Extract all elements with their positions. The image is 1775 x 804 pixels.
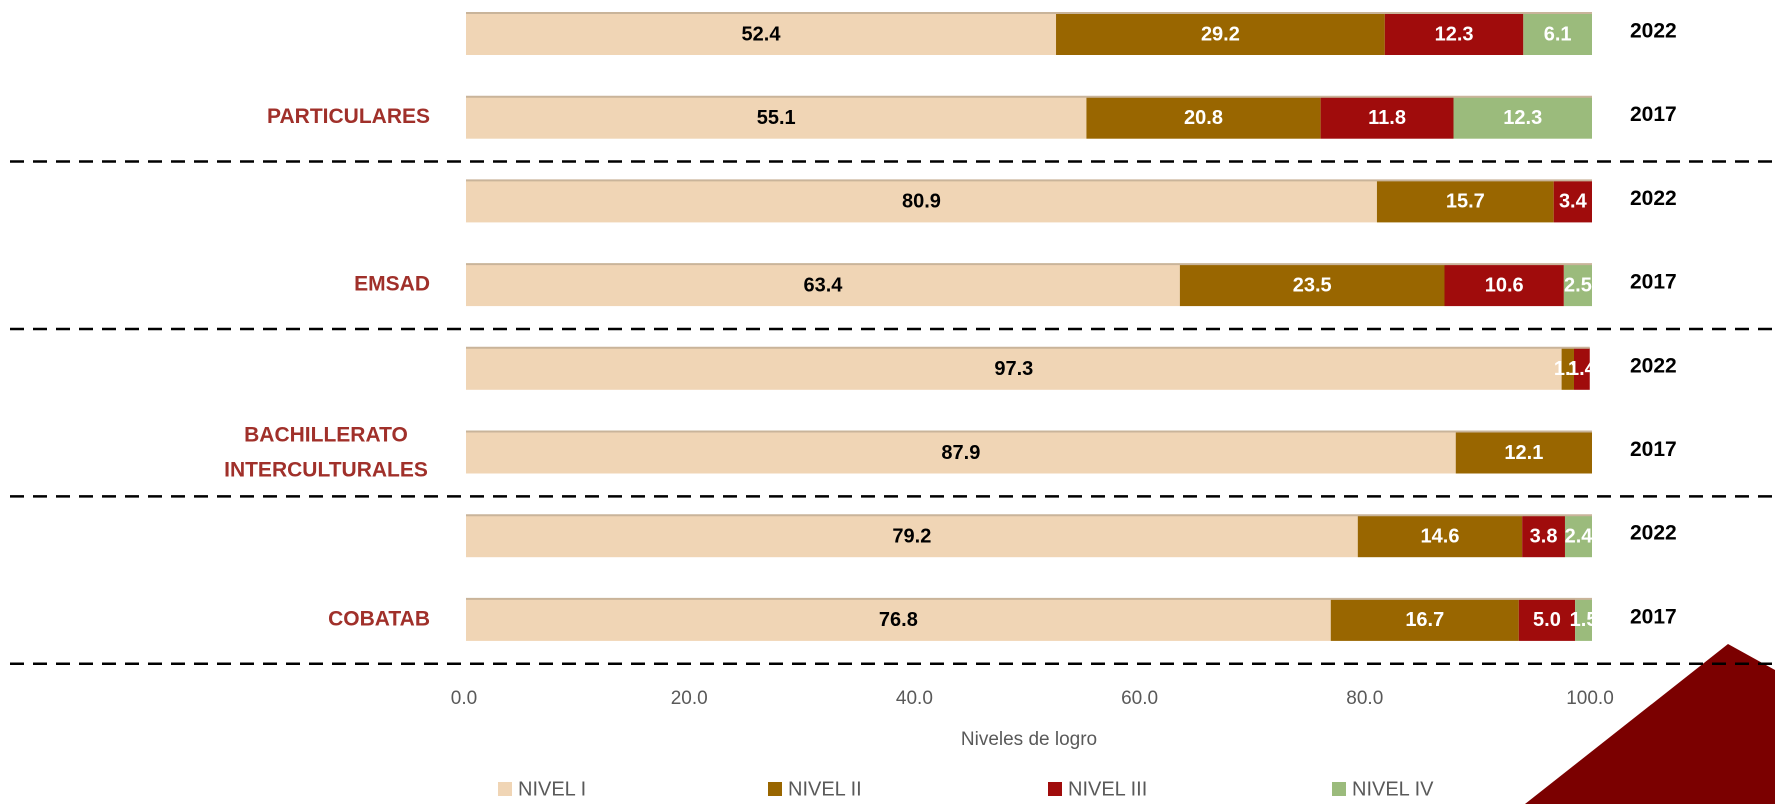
value-label: 52.4 xyxy=(742,23,782,45)
bar-segment xyxy=(1444,264,1564,307)
legend-label: NIVEL I xyxy=(518,778,586,800)
decoration xyxy=(1525,644,1775,804)
legend-swatch xyxy=(768,782,782,796)
bar-segment xyxy=(1384,13,1524,55)
bar-segment xyxy=(1086,96,1321,139)
bar-segment xyxy=(1320,96,1454,139)
legend-label: NIVEL IV xyxy=(1352,778,1434,800)
legend-swatch xyxy=(1332,782,1346,796)
group-label: EMSAD xyxy=(354,273,430,296)
bar-segment xyxy=(1561,347,1574,390)
bar-segment xyxy=(1553,180,1592,223)
value-label: 10.6 xyxy=(1485,274,1524,296)
value-label: 15.7 xyxy=(1446,191,1485,213)
bar-segment xyxy=(1522,515,1565,558)
category-label: 2022 xyxy=(1630,20,1677,43)
value-label: 14.6 xyxy=(1421,525,1460,547)
bar-segment xyxy=(1330,598,1519,641)
category-label: 2017 xyxy=(1630,438,1677,461)
value-label: 87.9 xyxy=(941,442,980,464)
bar-segment xyxy=(466,264,1180,307)
value-label: 55.1 xyxy=(757,107,796,129)
x-tick-label: 40.0 xyxy=(896,688,933,709)
x-axis-title: Niveles de logro xyxy=(961,729,1097,750)
value-label: 16.7 xyxy=(1405,609,1444,631)
bar-segment xyxy=(466,13,1057,55)
bar-segment xyxy=(1376,180,1554,223)
category-label: 2017 xyxy=(1630,605,1677,628)
value-label: 12.3 xyxy=(1435,23,1474,45)
x-tick-label: 80.0 xyxy=(1346,688,1383,709)
x-tick-label: 20.0 xyxy=(671,688,708,709)
value-label: 79.2 xyxy=(892,525,931,547)
category-label: 2022 xyxy=(1630,522,1677,545)
value-label: 20.8 xyxy=(1184,107,1223,129)
legend-label: NIVEL III xyxy=(1068,778,1147,800)
bar-segment xyxy=(466,515,1358,558)
value-label: 3.4 xyxy=(1559,191,1588,213)
legend-label: NIVEL II xyxy=(788,778,862,800)
value-label: 97.3 xyxy=(994,358,1033,380)
category-label: 2022 xyxy=(1630,187,1677,210)
value-label: 12.1 xyxy=(1504,442,1543,464)
value-label: 5.0 xyxy=(1533,609,1561,631)
bar-segment xyxy=(466,598,1331,641)
value-label: 80.9 xyxy=(902,191,941,213)
bar-segment xyxy=(466,96,1087,139)
value-label: 63.4 xyxy=(803,274,843,296)
value-label: 76.8 xyxy=(879,609,918,631)
group-label: PARTICULARES xyxy=(267,105,430,128)
group-label-line: INTERCULTURALES xyxy=(224,458,428,481)
value-label: 2.4 xyxy=(1565,525,1594,547)
bar-segment xyxy=(1357,515,1523,558)
bar-segment xyxy=(1523,13,1592,55)
value-label: 3.8 xyxy=(1530,525,1558,547)
bar-segment xyxy=(466,180,1377,223)
legend-swatch xyxy=(1048,782,1062,796)
category-label: 2017 xyxy=(1630,271,1677,294)
value-label: 23.5 xyxy=(1293,274,1332,296)
bar-segment xyxy=(1453,96,1592,139)
bar-segment xyxy=(1455,431,1592,474)
value-label: 6.1 xyxy=(1544,23,1572,45)
group-label-line: BACHILLERATO xyxy=(244,423,408,446)
x-tick-label: 100.0 xyxy=(1566,688,1614,709)
category-label: 2022 xyxy=(1630,354,1677,377)
bar-segment xyxy=(1575,598,1592,641)
bar-segment xyxy=(466,347,1562,390)
value-label: 1.5 xyxy=(1570,609,1598,631)
group-label: BACHILLERATO INTERCULTURALES xyxy=(224,423,428,481)
bar-segment xyxy=(1564,515,1592,558)
bar-segment xyxy=(1573,347,1590,390)
x-tick-label: 0.0 xyxy=(451,688,477,709)
bar-segment xyxy=(1056,13,1385,55)
x-tick-label: 60.0 xyxy=(1121,688,1158,709)
legend-swatch xyxy=(498,782,512,796)
bar-segment xyxy=(1179,264,1445,307)
value-label: 1.4 xyxy=(1568,358,1597,380)
value-label: 12.3 xyxy=(1503,107,1542,129)
category-label: 2017 xyxy=(1630,103,1677,126)
value-label: 2.5 xyxy=(1564,274,1592,296)
value-label: 29.2 xyxy=(1201,23,1240,45)
bar-segment xyxy=(1563,264,1592,307)
value-label: 11.8 xyxy=(1368,107,1406,129)
bar-segment xyxy=(466,431,1456,474)
group-label: COBATAB xyxy=(328,607,430,630)
bar-segment xyxy=(1518,598,1576,641)
